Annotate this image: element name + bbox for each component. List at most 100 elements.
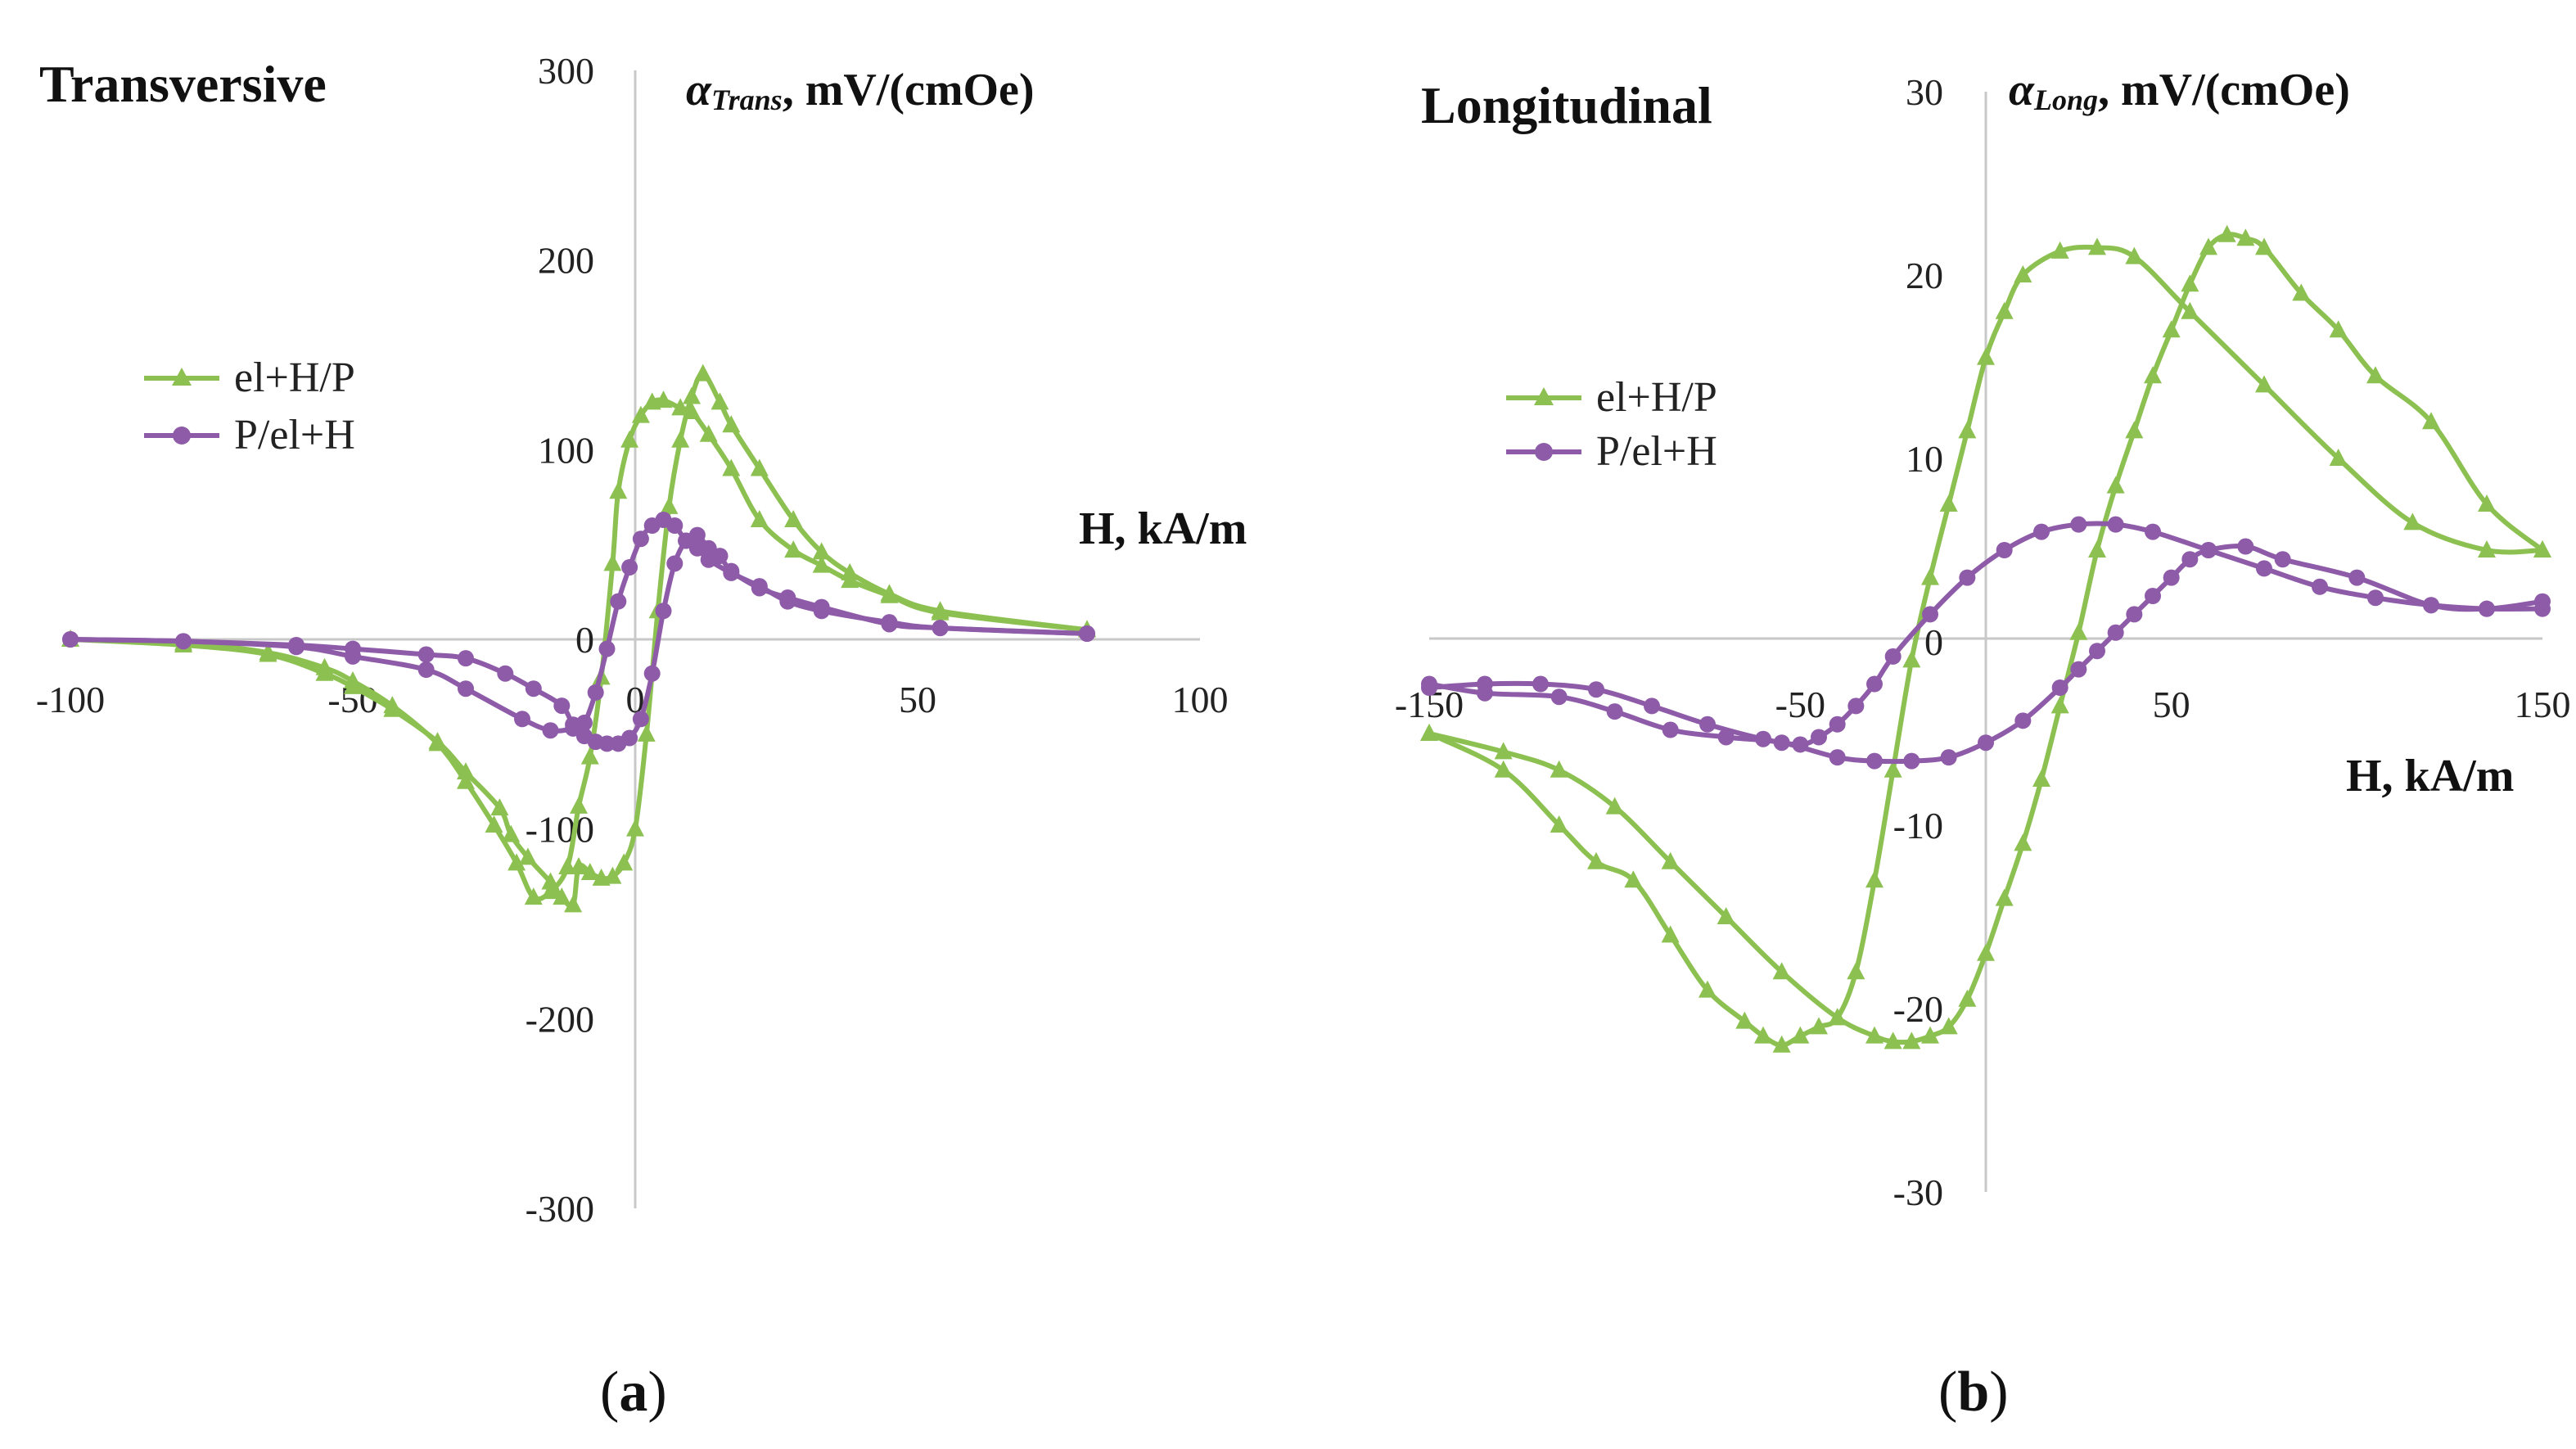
data-point-triangle	[1550, 760, 1568, 778]
panel-b-longitudinal: Longitudinal αLong, mV/(cmOe) H, kA/m -3…	[1395, 65, 2571, 1424]
data-point-circle	[288, 639, 305, 656]
data-point-triangle	[1772, 962, 1791, 980]
panel-a-x-tick-label: 100	[1172, 679, 1229, 720]
data-point-triangle	[603, 553, 622, 571]
panel-a-legend-item-green: el+H/P	[144, 354, 355, 401]
data-point-circle	[1421, 675, 1437, 693]
data-point-triangle	[637, 724, 656, 742]
data-point-circle	[2163, 569, 2180, 586]
data-point-triangle	[2292, 283, 2311, 301]
panel-a-y-tick-label: -100	[526, 809, 594, 851]
data-point-triangle	[2199, 237, 2217, 255]
data-point-circle	[345, 648, 361, 665]
data-point-triangle	[1791, 1026, 1810, 1044]
data-point-triangle	[570, 857, 588, 874]
data-point-triangle	[2106, 476, 2125, 494]
data-point-circle	[621, 558, 638, 576]
data-point-triangle	[2125, 421, 2144, 439]
data-point-triangle	[490, 798, 509, 816]
data-point-circle	[2051, 679, 2068, 696]
data-point-triangle	[1958, 421, 1977, 439]
data-point-circle	[1606, 703, 1623, 720]
panel-b-y-symbol: α	[2009, 65, 2035, 115]
data-point-triangle	[541, 882, 560, 900]
data-point-triangle	[383, 696, 402, 714]
panel-b-caption-letter: b	[1957, 1361, 1989, 1424]
data-point-triangle	[643, 392, 661, 410]
data-point-circle	[1662, 721, 1679, 738]
data-point-triangle	[1939, 494, 1958, 512]
data-point-circle	[881, 614, 898, 631]
data-point-triangle	[2014, 265, 2032, 282]
data-point-circle	[655, 603, 672, 620]
data-point-triangle	[508, 853, 526, 871]
data-point-circle	[175, 633, 192, 650]
data-point-triangle	[564, 895, 583, 913]
panel-b-y-unit: , mV/(cmOe)	[2098, 65, 2350, 115]
data-point-triangle	[603, 866, 622, 884]
data-point-circle	[2312, 578, 2328, 595]
data-point-triangle	[2088, 237, 2106, 255]
panel-a-x-axis-label: H, kA/m	[1079, 503, 1247, 554]
data-point-circle	[2200, 542, 2217, 558]
data-point-triangle	[1828, 1008, 1847, 1026]
data-point-triangle	[2236, 228, 2255, 246]
panel-b-x-ticks: -150 -50 50 150	[1395, 684, 2571, 725]
data-point-circle	[1903, 752, 1920, 770]
data-point-triangle	[1921, 567, 1939, 585]
data-point-triangle	[1624, 870, 1643, 888]
triangle-marker-icon	[172, 368, 192, 386]
data-point-triangle	[1977, 347, 1995, 365]
panel-b-y-subscript: Long	[2033, 84, 2098, 116]
data-point-circle	[1773, 734, 1790, 752]
data-point-triangle	[1977, 943, 1995, 961]
panel-b-legend-item-purple: P/el+H	[1506, 428, 1717, 475]
data-point-triangle	[570, 796, 588, 814]
data-point-circle	[1866, 675, 1883, 693]
data-point-triangle	[1865, 870, 1884, 888]
data-point-triangle	[2422, 412, 2440, 430]
panel-a-caption-letter: a	[619, 1361, 647, 1424]
data-point-triangle	[2050, 241, 2069, 259]
panel-a-y-tick-label: 200	[538, 240, 594, 282]
data-point-circle	[2126, 606, 2143, 623]
data-point-triangle	[683, 386, 701, 404]
panel-b-x-tick-label: 150	[2515, 684, 2571, 725]
data-point-triangle	[722, 458, 741, 476]
panel-b-y-tick-label: 10	[1906, 438, 1943, 480]
data-point-circle	[587, 684, 604, 701]
data-point-circle	[751, 578, 768, 595]
data-point-triangle	[722, 415, 741, 433]
data-point-circle	[2107, 624, 2124, 641]
data-point-triangle	[2478, 540, 2496, 557]
data-point-triangle	[2403, 512, 2422, 530]
data-point-circle	[514, 711, 530, 728]
panel-b-legend: el+H/P P/el+H	[1506, 374, 1717, 475]
data-point-circle	[678, 532, 695, 549]
data-point-triangle	[1661, 851, 1680, 869]
data-point-triangle	[1939, 1017, 1958, 1035]
data-point-circle	[610, 735, 627, 752]
data-point-triangle	[2217, 224, 2236, 242]
data-point-triangle	[524, 887, 543, 905]
data-point-circle	[610, 593, 627, 610]
data-point-circle	[932, 620, 949, 637]
panel-b-y-tick-label: -30	[1893, 1171, 1943, 1213]
panel-a-title: Transversive	[39, 55, 327, 113]
data-point-triangle	[671, 398, 690, 416]
data-point-circle	[458, 650, 474, 667]
data-point-triangle	[485, 815, 503, 833]
data-point-circle	[1550, 688, 1568, 706]
data-point-triangle	[784, 540, 803, 558]
data-point-triangle	[1902, 1031, 1921, 1050]
data-point-triangle	[1995, 888, 2014, 906]
data-point-circle	[2256, 560, 2272, 577]
data-point-triangle	[615, 853, 634, 871]
data-point-circle	[666, 555, 683, 572]
data-point-triangle	[2255, 237, 2273, 255]
panel-a-legend-label-1: P/el+H	[234, 412, 355, 458]
data-point-circle	[2367, 589, 2384, 607]
data-point-triangle	[259, 643, 277, 661]
data-point-circle	[1477, 684, 1493, 702]
